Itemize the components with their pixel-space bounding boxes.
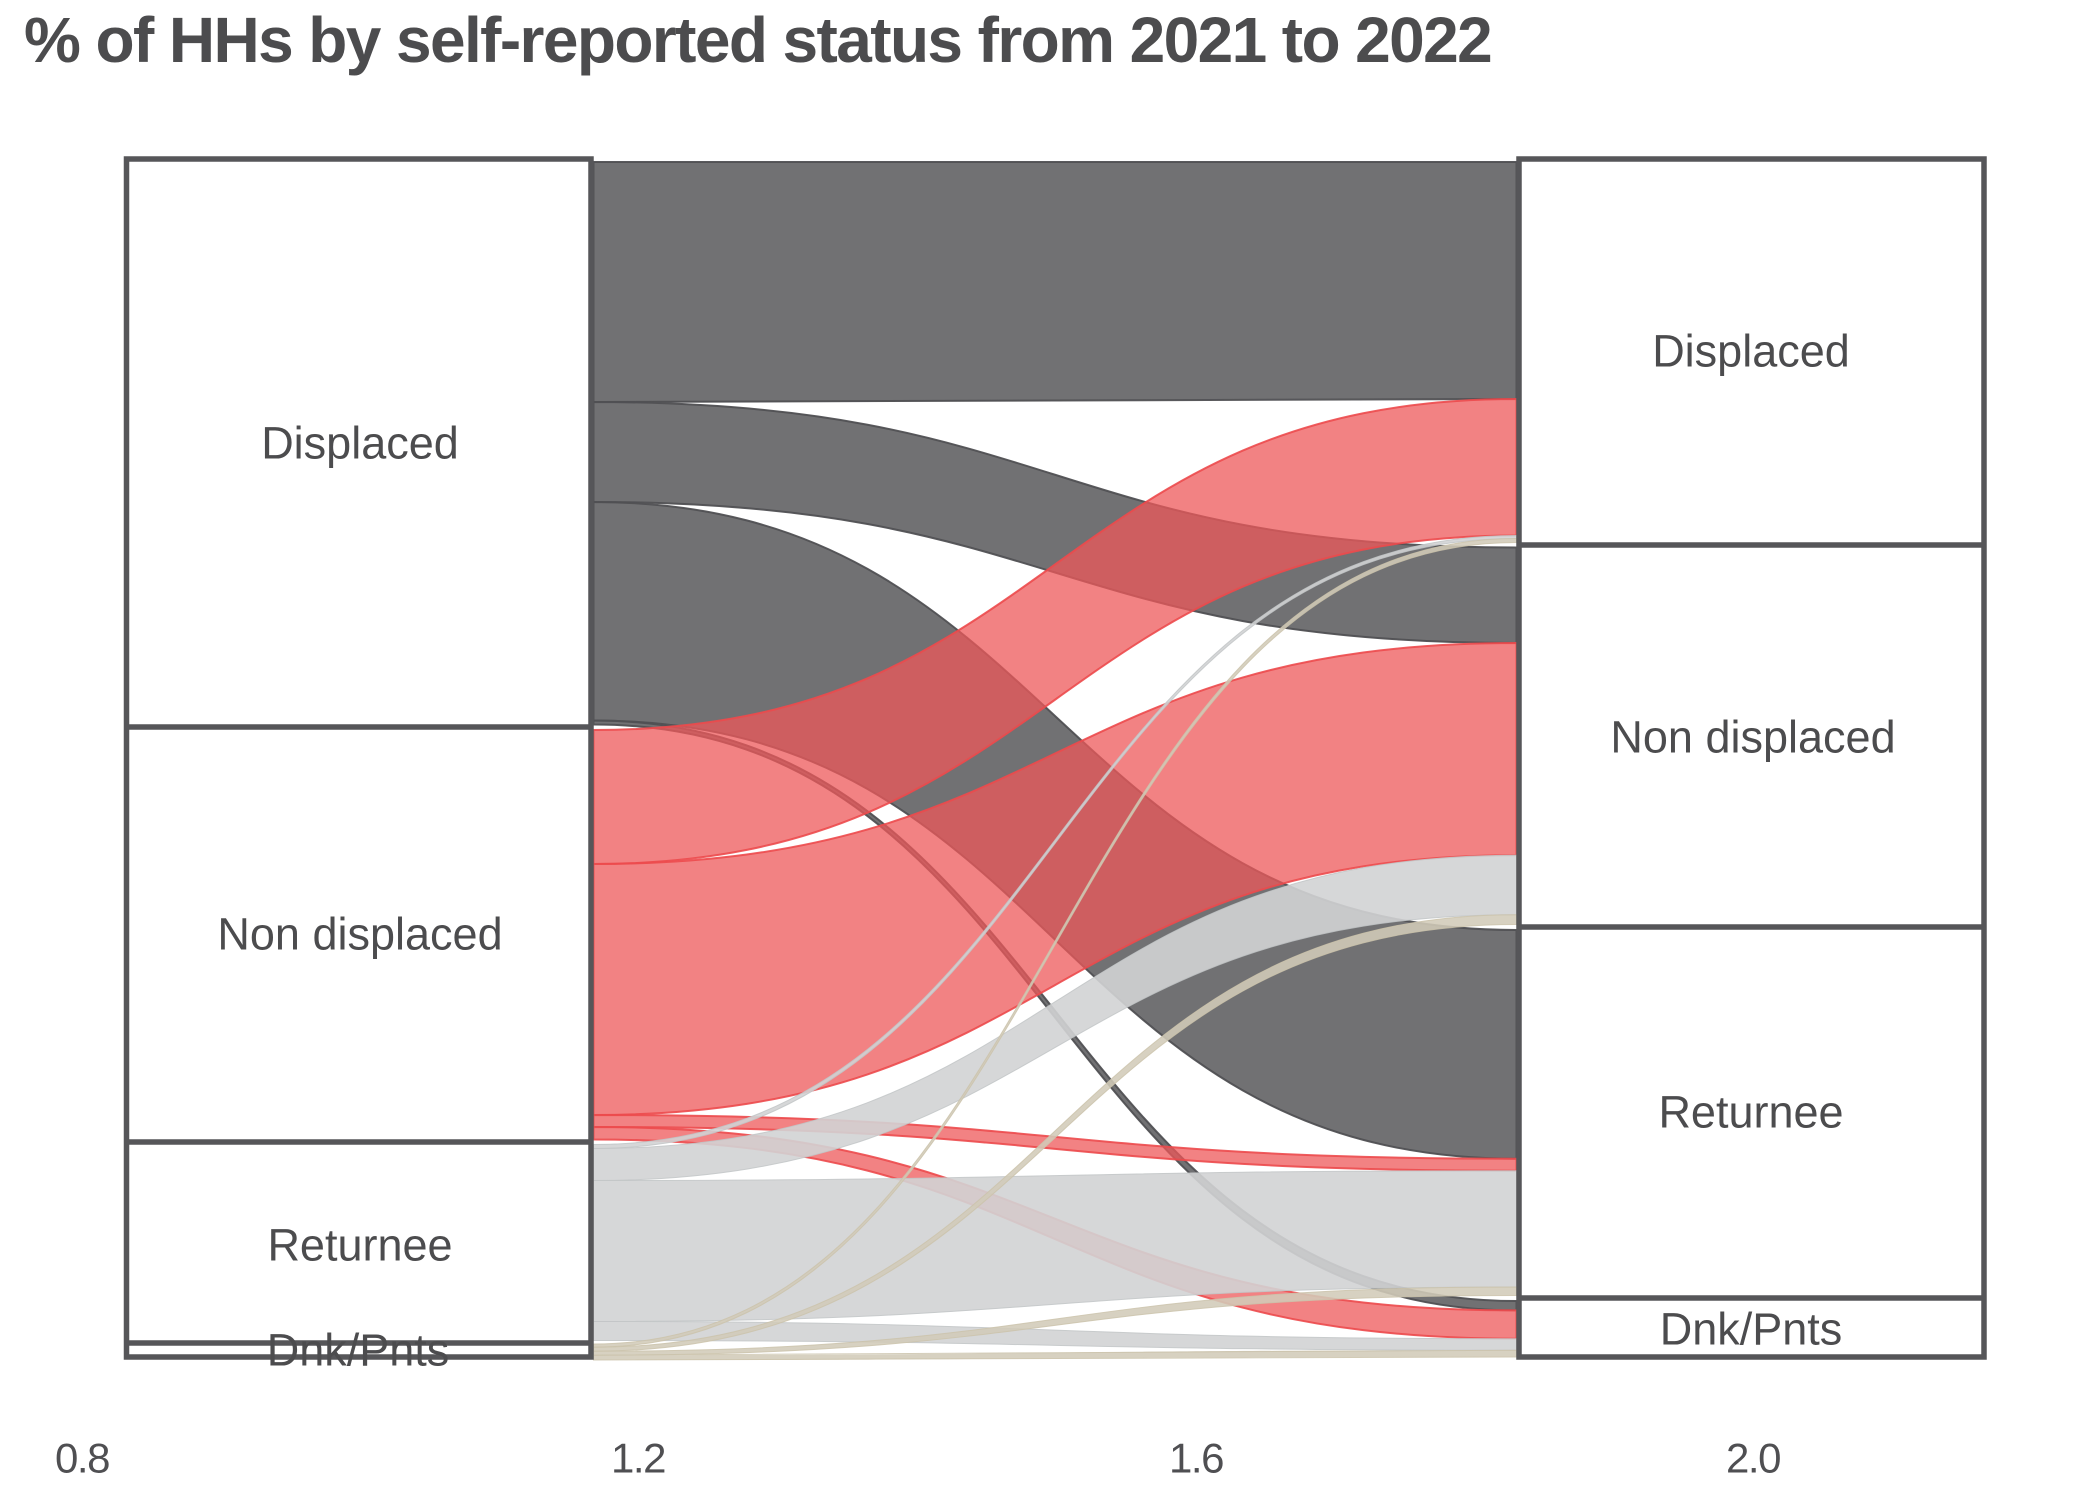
svg-text:Displaced: Displaced — [1652, 326, 1850, 377]
svg-text:Dnk/Pnts: Dnk/Pnts — [1660, 1304, 1843, 1355]
svg-text:Returnee: Returnee — [267, 1220, 452, 1271]
svg-text:1.6: 1.6 — [1169, 1435, 1223, 1482]
svg-text:Dnk/Pnts: Dnk/Pnts — [267, 1325, 450, 1376]
svg-text:1.2: 1.2 — [611, 1435, 665, 1482]
svg-text:Non displaced: Non displaced — [1610, 712, 1895, 763]
svg-text:Non displaced: Non displaced — [217, 909, 502, 960]
svg-text:0.8: 0.8 — [55, 1435, 109, 1482]
svg-text:Displaced: Displaced — [261, 418, 459, 469]
svg-text:2.0: 2.0 — [1726, 1435, 1780, 1482]
svg-text:% of HHs by self-reported stat: % of HHs by self-reported status from 20… — [24, 4, 1491, 76]
svg-text:Returnee: Returnee — [1658, 1087, 1843, 1138]
